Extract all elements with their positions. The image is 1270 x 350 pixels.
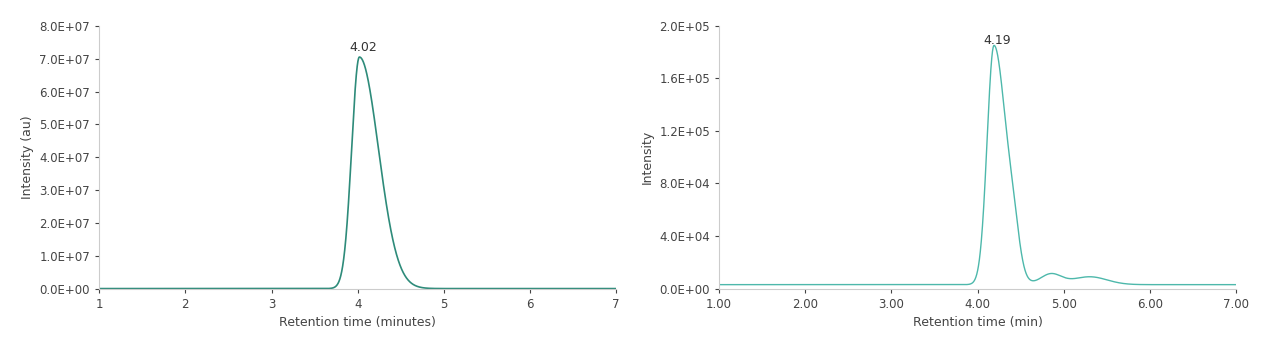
Text: 4.02: 4.02: [349, 41, 377, 54]
X-axis label: Retention time (minutes): Retention time (minutes): [279, 316, 436, 329]
Y-axis label: Intensity: Intensity: [641, 130, 654, 184]
Text: 4.19: 4.19: [984, 34, 1011, 47]
Y-axis label: Intensity (au): Intensity (au): [20, 116, 34, 199]
X-axis label: Retention time (min): Retention time (min): [913, 316, 1043, 329]
